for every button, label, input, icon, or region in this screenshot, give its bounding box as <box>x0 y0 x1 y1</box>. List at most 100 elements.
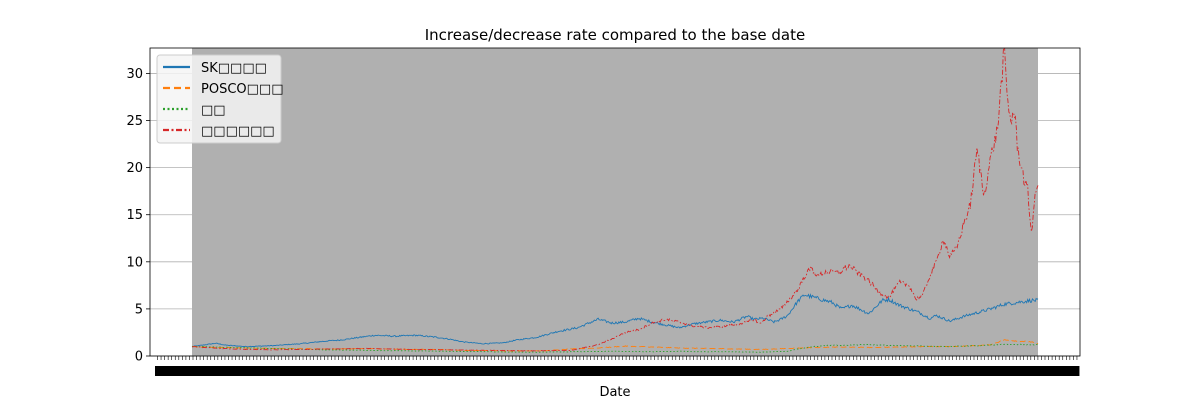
x-tick-label <box>382 366 388 376</box>
x-tick-label <box>918 366 924 376</box>
x-tick-label <box>605 366 611 376</box>
x-tick-label <box>904 366 910 376</box>
x-tick-label <box>825 366 831 376</box>
x-tick-label <box>243 366 249 376</box>
x-tick-label <box>975 366 981 376</box>
x-tick-label <box>165 366 171 376</box>
x-tick-label <box>1007 366 1012 376</box>
x-tick-label <box>719 366 725 376</box>
x-tick-label <box>172 366 178 376</box>
x-tick-label <box>733 366 739 376</box>
x-tick-label <box>612 366 618 376</box>
x-tick-label <box>261 366 267 376</box>
x-tick-label <box>201 366 207 376</box>
x-tick-label <box>385 366 391 376</box>
x-tick-label <box>723 366 728 376</box>
x-tick-label <box>343 366 349 376</box>
x-tick-label <box>190 366 196 376</box>
x-tick-label <box>538 366 544 376</box>
x-tick-label <box>389 366 395 376</box>
x-tick-label <box>563 366 569 376</box>
x-tick-label <box>928 366 934 376</box>
x-tick-label <box>176 366 182 376</box>
x-tick-label <box>566 366 572 376</box>
x-tick-label <box>481 366 487 376</box>
x-tick-label <box>520 366 526 376</box>
plot-background <box>192 48 1038 356</box>
x-tick-label <box>282 366 288 376</box>
x-tick-label <box>378 366 384 376</box>
x-tick-label <box>1046 366 1052 376</box>
y-tick-label: 15 <box>126 208 143 223</box>
x-tick-label <box>875 366 881 376</box>
x-tick-label <box>907 366 913 376</box>
x-tick-label <box>921 366 927 376</box>
x-tick-label <box>218 366 224 376</box>
x-tick-label <box>673 366 679 376</box>
x-tick-label <box>1056 366 1062 376</box>
legend-label-3: □□□□□□ <box>201 124 275 139</box>
legend-label-2: □□ <box>201 103 226 118</box>
x-tick-label <box>506 366 512 376</box>
x-tick-label <box>488 366 494 376</box>
x-tick-label <box>470 366 476 376</box>
x-tick-label <box>765 366 771 376</box>
x-tick-label <box>737 366 743 376</box>
x-tick-label <box>886 366 892 376</box>
x-tick-label <box>1042 366 1048 376</box>
x-tick-label <box>655 366 661 376</box>
x-tick-label <box>957 366 963 376</box>
x-tick-label <box>1074 366 1080 376</box>
x-tick-label <box>630 366 636 376</box>
x-tick-label <box>524 366 530 376</box>
series-line-3 <box>191 48 1039 352</box>
x-tick-label <box>1035 366 1041 376</box>
x-tick-label <box>953 366 959 376</box>
legend-label-0: SK□□□□ <box>201 61 267 76</box>
x-tick-label <box>911 366 917 376</box>
x-tick-label <box>158 366 164 376</box>
x-tick-label <box>648 366 654 376</box>
x-tick-label <box>399 366 405 376</box>
x-tick-label <box>446 366 452 376</box>
x-tick-label <box>762 366 768 376</box>
x-tick-label <box>978 366 984 376</box>
y-tick-label: 25 <box>126 114 143 129</box>
x-tick-label <box>591 366 597 376</box>
x-tick-label <box>183 366 189 376</box>
x-tick-label <box>790 366 796 376</box>
x-tick-label <box>850 366 856 376</box>
x-tick-label <box>517 366 523 376</box>
x-tick-label <box>936 366 941 376</box>
x-tick-label <box>840 366 846 376</box>
x-tick-label <box>836 366 842 376</box>
x-tick-label <box>740 366 746 376</box>
x-tick-label <box>272 366 278 376</box>
x-tick-label <box>1010 366 1016 376</box>
x-tick-label <box>531 366 537 376</box>
x-tick-label <box>421 366 427 376</box>
x-tick-label <box>811 366 817 376</box>
x-tick-label <box>726 366 732 376</box>
legend-box <box>156 54 282 144</box>
x-tick-label <box>744 366 750 376</box>
x-tick-label <box>588 366 594 376</box>
x-tick-label <box>833 366 839 376</box>
x-tick-label <box>449 366 455 376</box>
x-tick-label <box>982 366 988 376</box>
x-tick-label <box>985 366 991 376</box>
y-tick-label: 0 <box>135 350 143 365</box>
x-tick-label <box>1021 366 1027 376</box>
x-tick-label <box>492 366 498 376</box>
x-tick-label <box>971 366 977 376</box>
x-tick-label <box>730 366 736 376</box>
x-tick-label <box>478 366 484 376</box>
x-tick-label <box>868 366 874 376</box>
x-tick-label <box>304 366 310 376</box>
x-tick-label <box>595 366 601 376</box>
x-tick-label <box>549 366 555 376</box>
x-tick-label <box>325 366 331 376</box>
x-tick-label <box>939 366 945 376</box>
x-tick-label <box>410 366 416 376</box>
